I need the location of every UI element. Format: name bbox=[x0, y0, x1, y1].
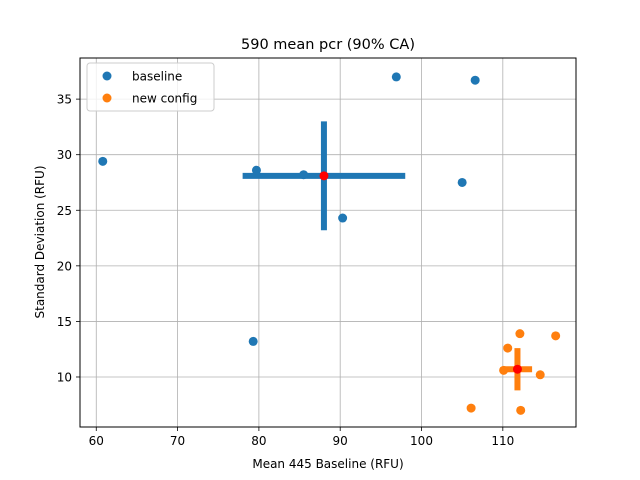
axes-frame bbox=[79, 57, 577, 428]
point-new-config bbox=[516, 405, 526, 415]
point-new-config bbox=[551, 331, 561, 341]
y-tick-label: 10 bbox=[57, 370, 72, 384]
point-baseline bbox=[470, 75, 480, 85]
x-tick-label: 80 bbox=[251, 434, 266, 448]
point-new-config bbox=[466, 403, 476, 413]
x-tick-label: 90 bbox=[333, 434, 348, 448]
point-baseline bbox=[457, 177, 467, 187]
y-tick-label: 35 bbox=[57, 93, 72, 107]
chart-title: 590 mean pcr (90% CA) bbox=[241, 37, 415, 53]
x-tick-label: 100 bbox=[410, 434, 433, 448]
x-tick-label: 110 bbox=[491, 434, 514, 448]
point-new-config bbox=[503, 343, 513, 353]
legend-label-new-config: new config bbox=[132, 92, 197, 106]
mean-marker-new-config bbox=[512, 364, 522, 374]
legend-label-baseline: baseline bbox=[132, 70, 182, 84]
x-tick-label: 70 bbox=[170, 434, 185, 448]
point-baseline bbox=[98, 156, 108, 166]
legend-marker-baseline bbox=[102, 71, 112, 81]
legend-box bbox=[86, 62, 215, 112]
point-baseline bbox=[338, 213, 348, 223]
y-tick-label: 30 bbox=[57, 148, 72, 162]
point-new-config bbox=[515, 329, 525, 339]
axis-ticks: 60 70 80 90 100 110 10 15 20 25 30 35 bbox=[57, 93, 515, 448]
x-axis-label: Mean 445 Baseline (RFU) bbox=[252, 457, 403, 471]
mean-marker-baseline bbox=[319, 171, 329, 181]
legend-marker-new-config bbox=[102, 93, 112, 103]
point-new-config bbox=[499, 365, 509, 375]
x-tick-label: 60 bbox=[89, 434, 104, 448]
legend: baseline new config bbox=[86, 62, 215, 112]
error-bars bbox=[242, 121, 533, 391]
mean-markers bbox=[319, 171, 522, 374]
point-baseline bbox=[391, 72, 401, 82]
point-baseline bbox=[299, 170, 309, 180]
point-baseline bbox=[251, 165, 261, 175]
y-tick-label: 20 bbox=[57, 259, 72, 273]
point-new-config bbox=[535, 370, 545, 380]
y-axis-label: Standard Deviation (RFU) bbox=[33, 165, 47, 318]
y-tick-label: 15 bbox=[57, 315, 72, 329]
y-tick-label: 25 bbox=[57, 204, 72, 218]
point-baseline bbox=[248, 336, 258, 346]
data-points bbox=[98, 72, 561, 415]
